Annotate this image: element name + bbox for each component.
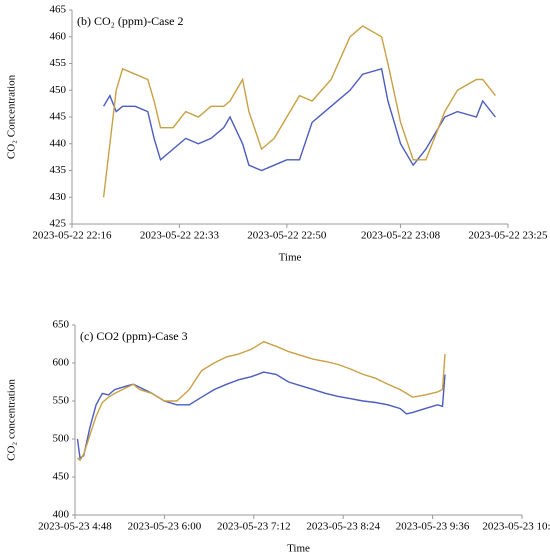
y-tick-label: 450 [50,84,67,96]
y-tick-label: 430 [50,191,67,203]
x-tick-label: 2023-05-23 9:36 [396,521,470,533]
x-axis-label: Time [279,252,302,264]
x-tick-label: 2023-05-22 23:08 [361,230,441,242]
x-tick-label: 2023-05-22 23:25 [468,230,548,242]
x-tick-label: 2023-05-22 22:16 [32,230,112,242]
chart-title: (b) CO₂ (ppm)-Case 2 [77,14,184,28]
x-tick-label: 2023-05-23 10:48 [482,521,550,533]
y-tick-label: 455 [50,57,67,69]
x-tick-label: 2023-05-23 8:24 [306,521,380,533]
x-tick-label: 2023-05-23 7:12 [217,521,291,533]
y-tick-label: 550 [53,395,70,407]
y-tick-label: 445 [50,111,67,123]
x-tick-label: 2023-05-22 22:33 [140,230,220,242]
y-tick-label: 650 [53,319,70,331]
x-tick-label: 2023-05-22 22:50 [247,230,327,242]
y-tick-label: 600 [53,357,70,369]
y-tick-label: 400 [53,509,70,521]
line [76,371,446,460]
y-tick-label: 460 [50,30,67,42]
y-tick-label: 500 [53,433,70,445]
line [102,67,496,172]
y-tick-label: 450 [53,471,70,483]
x-tick-label: 2023-05-23 6:00 [128,521,202,533]
y-tick-label: 440 [50,137,67,149]
x-tick-label: 2023-05-23 4:48 [38,521,112,533]
x-axis-label: Time [287,543,310,555]
y-axis-label: CO₂ concentration [6,379,18,461]
y-axis-label: CO₂ Concentration [6,74,18,159]
chart-title: (c) CO2 (ppm)-Case 3 [80,329,188,343]
y-tick-label: 425 [50,218,67,230]
line [102,25,496,198]
line [77,340,446,462]
y-tick-label: 465 [50,4,67,16]
y-tick-label: 435 [50,164,67,176]
